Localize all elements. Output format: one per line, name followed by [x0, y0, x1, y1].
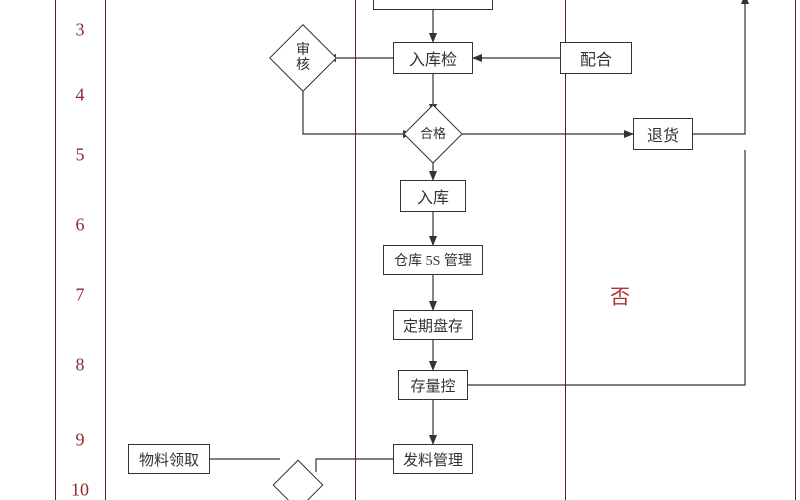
- flowchart-canvas: 3 4 5 6 7 8 9 10 入库检 配合退货入库仓库 5S 管理定期盘存存量控发料管理 物料领…: [0, 0, 800, 500]
- node-coop: 配合: [560, 42, 632, 74]
- label-fou: 否: [610, 281, 630, 310]
- grid-vline: [105, 0, 106, 500]
- node-issue_mgmt: 发料管理: [393, 444, 473, 474]
- arrow-a_return_up: [693, 0, 745, 134]
- row-label: 8: [76, 355, 85, 376]
- decision-audit: 审 核: [279, 34, 327, 82]
- node-stock_ctrl: 存量控: [398, 370, 468, 400]
- grid-vline: [55, 0, 56, 500]
- row-label: 7: [76, 285, 85, 306]
- node-in_stock: 入库: [400, 180, 466, 212]
- arrow-a_stk_right: [468, 150, 745, 385]
- row-label: 4: [76, 85, 85, 106]
- node-top_stub: [373, 0, 493, 10]
- grid-vline: [565, 0, 566, 500]
- row-label: 3: [76, 20, 85, 41]
- grid-vline: [795, 0, 796, 500]
- node-return: 退货: [633, 118, 693, 150]
- grid-vline: [355, 0, 356, 500]
- node-in_check: 入库检: [393, 42, 473, 74]
- node-fiveS: 仓库 5S 管理: [383, 245, 483, 275]
- decision-issue_dec: [280, 467, 316, 500]
- decision-ok: 合格: [412, 113, 454, 155]
- node-cycle: 定期盘存: [393, 310, 473, 340]
- arrow-a_audit_ok: [303, 82, 412, 134]
- row-label: 6: [76, 215, 85, 236]
- row-label: 5: [76, 145, 85, 166]
- row-label: 9: [76, 430, 85, 451]
- node-mat_take: 物料领取: [128, 444, 210, 474]
- row-label: 10: [71, 480, 89, 500]
